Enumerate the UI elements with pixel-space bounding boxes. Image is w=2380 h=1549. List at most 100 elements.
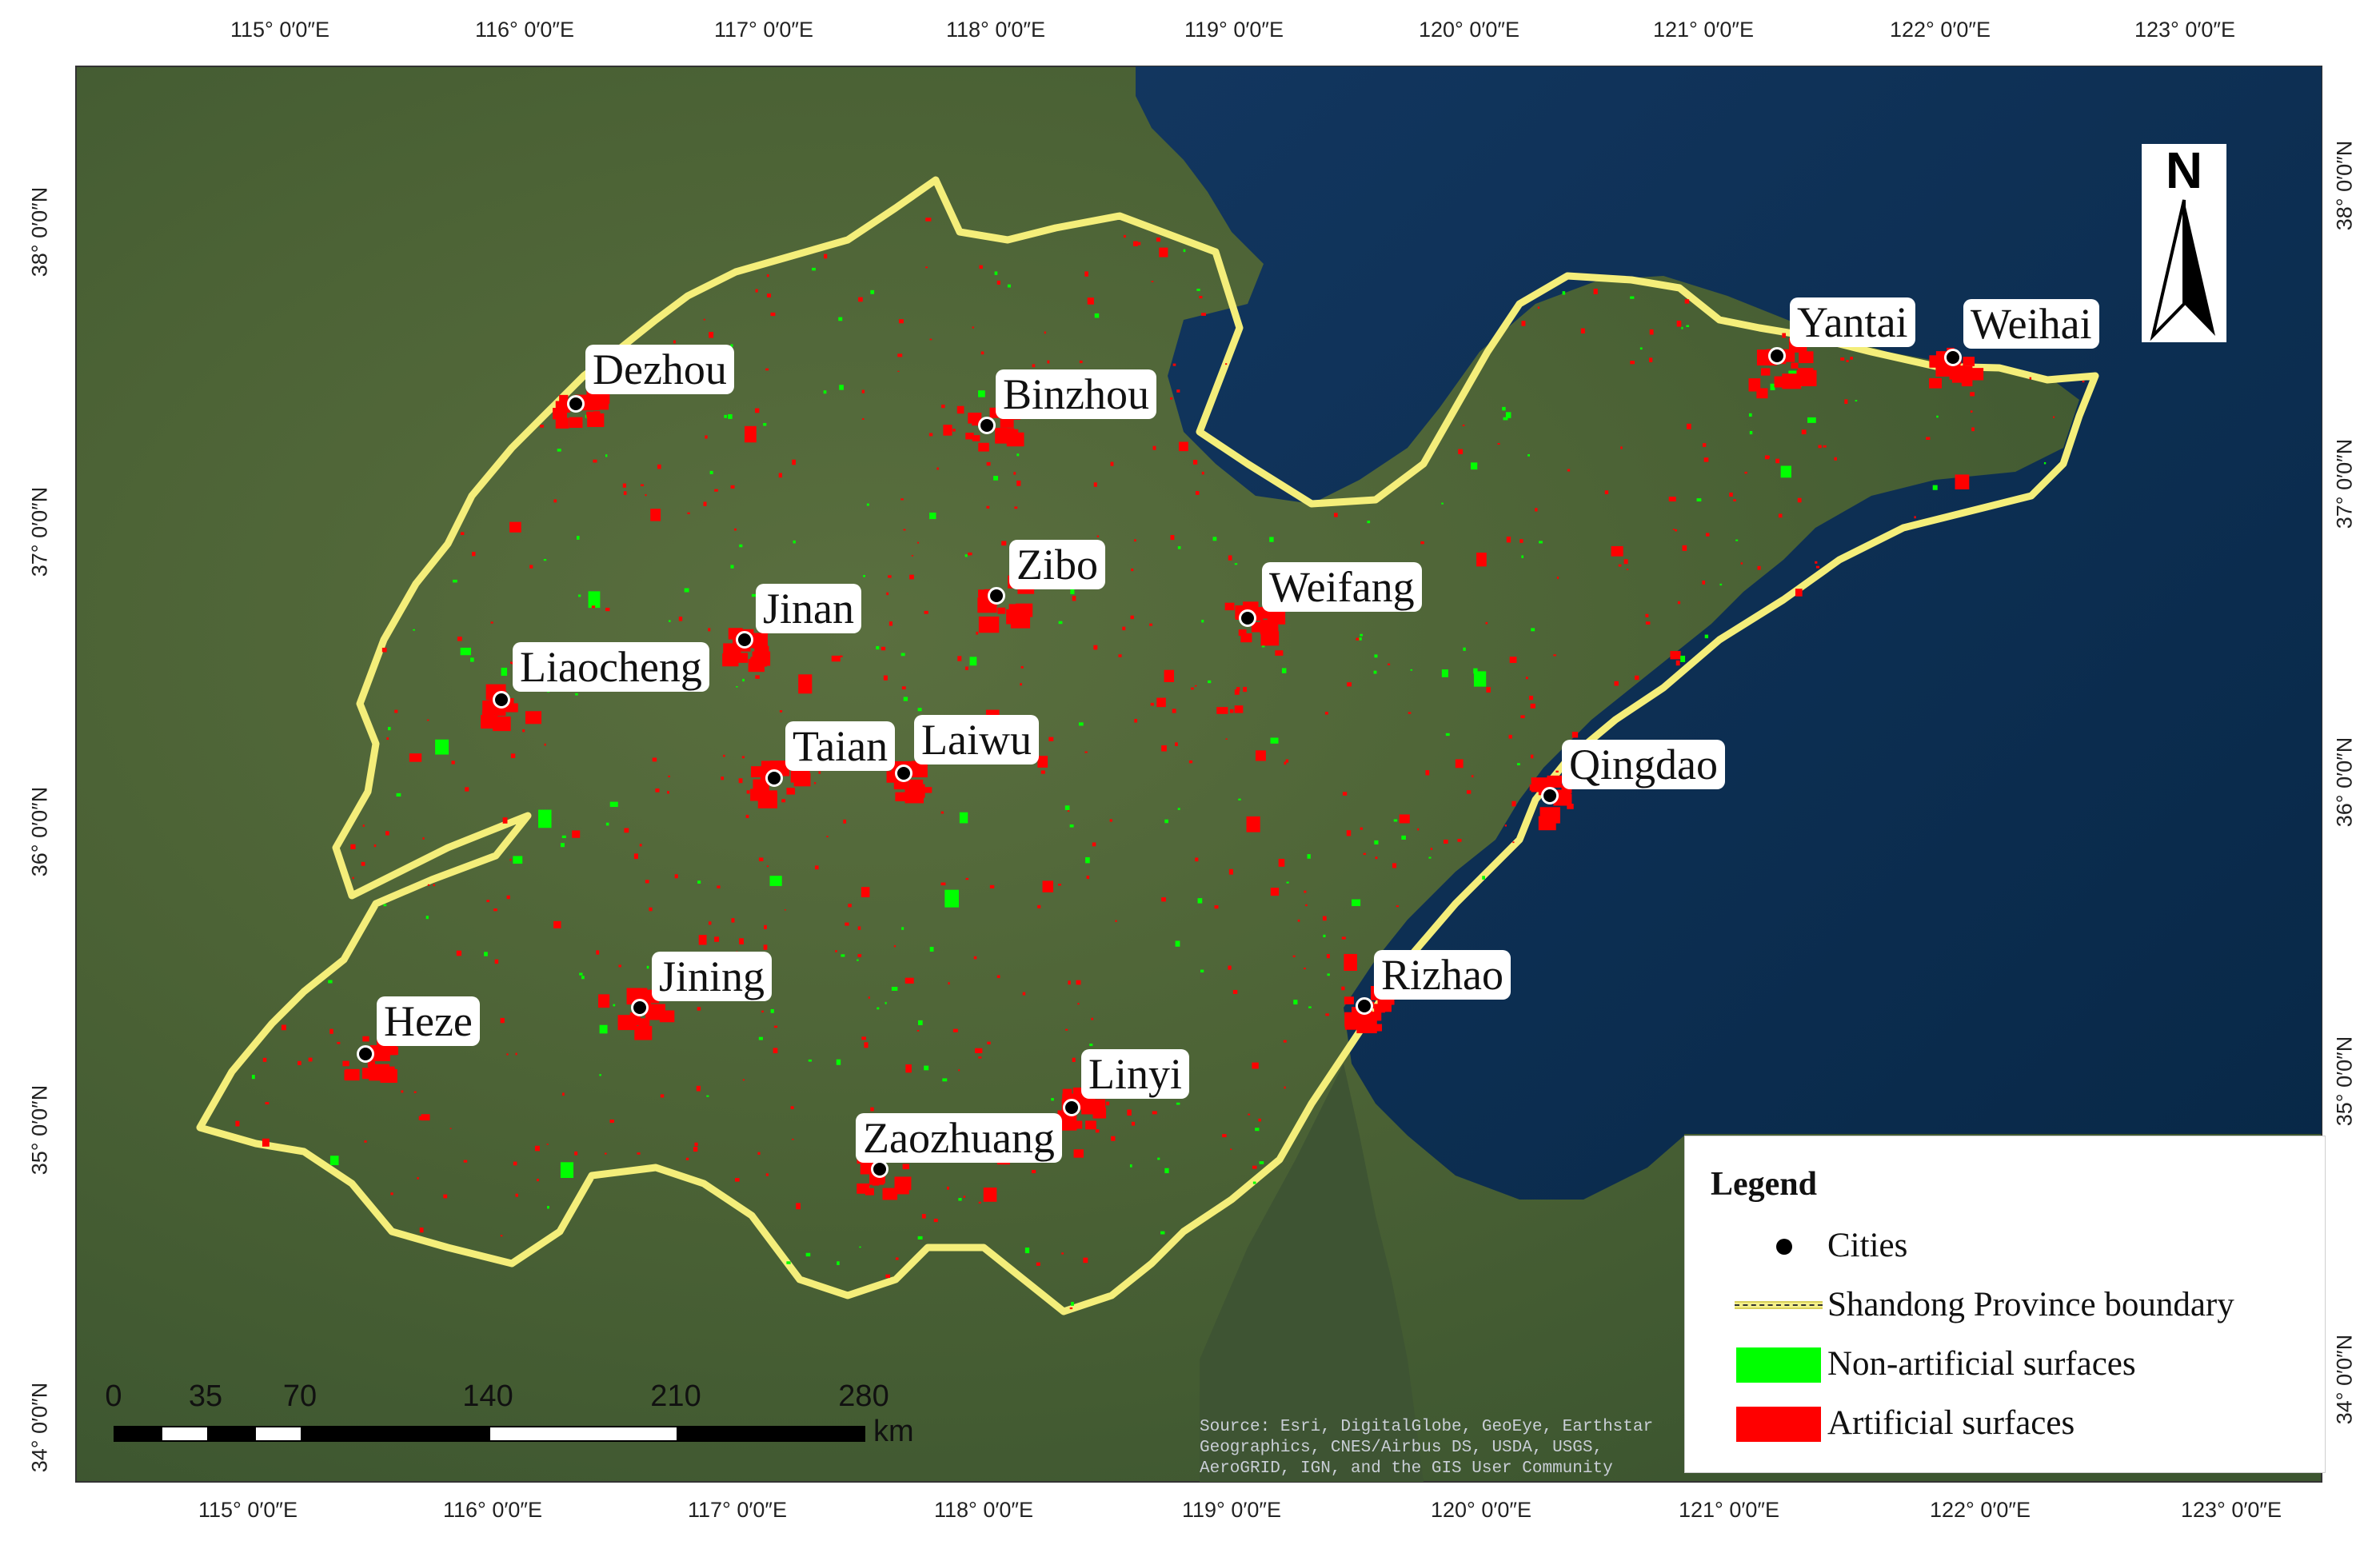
surface-speck — [1417, 828, 1420, 831]
surface-speck — [618, 964, 621, 968]
surface-speck — [579, 972, 583, 976]
surface-speck — [1225, 363, 1228, 365]
surface-speck — [1252, 1165, 1257, 1169]
urban-cluster — [908, 761, 928, 778]
urban-cluster — [559, 394, 569, 402]
urban-cluster — [481, 710, 495, 721]
surface-speck — [1228, 555, 1232, 561]
surface-speck — [1096, 535, 1100, 537]
surface-speck — [1441, 669, 1448, 677]
surface-speck — [805, 1252, 811, 1257]
surface-speck — [1748, 413, 1752, 417]
city-dot-weihai[interactable] — [1944, 349, 1962, 366]
surface-speck — [943, 425, 952, 436]
surface-speck — [929, 338, 932, 341]
surface-speck — [1304, 890, 1307, 893]
surface-speck — [652, 757, 657, 762]
surface-speck — [1445, 733, 1450, 737]
urban-cluster — [873, 1180, 880, 1186]
surface-speck — [808, 1059, 813, 1062]
surface-speck — [1131, 1121, 1136, 1126]
surface-speck — [1604, 490, 1609, 495]
surface-speck — [736, 686, 738, 688]
surface-speck — [1702, 443, 1707, 447]
surface-speck — [1122, 626, 1126, 631]
surface-speck — [1846, 360, 1849, 362]
city-dot-liaocheng[interactable] — [493, 691, 510, 709]
city-dot-weifang[interactable] — [1239, 609, 1256, 627]
city-dot-zibo[interactable] — [988, 587, 1005, 605]
urban-cluster — [882, 1188, 898, 1200]
surface-speck — [1130, 615, 1134, 620]
surface-speck — [703, 318, 705, 321]
city-dot-linyi[interactable] — [1063, 1099, 1080, 1116]
surface-speck — [1201, 619, 1204, 623]
surface-speck — [745, 425, 757, 443]
surface-speck — [457, 637, 462, 641]
surface-speck — [870, 1107, 874, 1112]
surface-speck — [1420, 541, 1424, 545]
surface-speck — [605, 608, 610, 612]
surface-speck — [1246, 816, 1260, 832]
surface-speck — [1782, 333, 1786, 338]
lat-label-right-4: 38° 0′0″N — [2332, 140, 2357, 231]
surface-speck — [841, 954, 845, 957]
surface-speck — [1305, 904, 1308, 907]
surface-speck — [386, 737, 389, 741]
surface-speck — [1611, 545, 1623, 557]
surface-speck — [1676, 320, 1682, 327]
surface-speck — [758, 1036, 763, 1040]
scale-segment-2 — [161, 1426, 209, 1442]
city-dot-dezhou[interactable] — [567, 395, 585, 413]
lat-label-left-3: 37° 0′0″N — [27, 486, 52, 577]
surface-speck — [409, 753, 422, 762]
city-dot-yantai[interactable] — [1768, 347, 1786, 365]
city-label-qingdao: Qingdao — [1562, 740, 1725, 789]
surface-speck — [1341, 986, 1345, 991]
lon-label-top-4: 119° 0′0″E — [1184, 18, 1284, 42]
surface-speck — [1170, 535, 1175, 541]
urban-cluster — [1374, 1004, 1381, 1010]
surface-speck — [1686, 423, 1691, 429]
urban-cluster — [978, 442, 989, 452]
surface-speck — [509, 521, 521, 533]
city-dot-qingdao[interactable] — [1541, 787, 1559, 804]
surface-speck — [765, 368, 769, 371]
lon-label-bottom-2: 117° 0′0″E — [687, 1498, 788, 1522]
surface-speck — [1109, 819, 1112, 822]
city-dot-taian[interactable] — [765, 769, 783, 787]
city-dot-heze[interactable] — [357, 1045, 374, 1063]
urban-cluster — [752, 651, 771, 666]
surface-speck — [1748, 378, 1761, 392]
surface-speck — [978, 390, 985, 397]
surface-speck — [513, 856, 523, 864]
surface-speck — [472, 552, 476, 557]
surface-speck — [329, 1028, 333, 1034]
surface-speck — [1070, 589, 1075, 595]
urban-cluster — [1260, 631, 1280, 646]
city-dot-rizhao[interactable] — [1356, 997, 1373, 1015]
surface-speck — [763, 422, 767, 426]
surface-speck — [964, 554, 968, 557]
surface-speck — [1252, 1181, 1256, 1184]
surface-speck — [1393, 819, 1398, 822]
surface-speck — [941, 404, 945, 409]
scale-tick-70: 70 — [282, 1379, 317, 1413]
surface-speck — [463, 1160, 468, 1163]
surface-speck — [1159, 247, 1168, 258]
city-dot-jinan[interactable] — [736, 631, 753, 649]
surface-speck — [1462, 424, 1465, 426]
urban-cluster — [1370, 1012, 1382, 1021]
surface-speck — [1248, 1113, 1251, 1116]
city-dot-zaozhuang[interactable] — [871, 1160, 889, 1178]
surface-speck — [1686, 325, 1690, 327]
surface-speck — [1670, 651, 1681, 660]
urban-cluster — [1567, 804, 1574, 809]
city-dot-laiwu[interactable] — [895, 765, 912, 782]
surface-speck — [976, 631, 979, 635]
city-dot-jining[interactable] — [631, 999, 649, 1016]
surface-speck — [557, 449, 561, 452]
city-dot-binzhou[interactable] — [978, 417, 996, 434]
surface-speck — [1807, 417, 1816, 423]
